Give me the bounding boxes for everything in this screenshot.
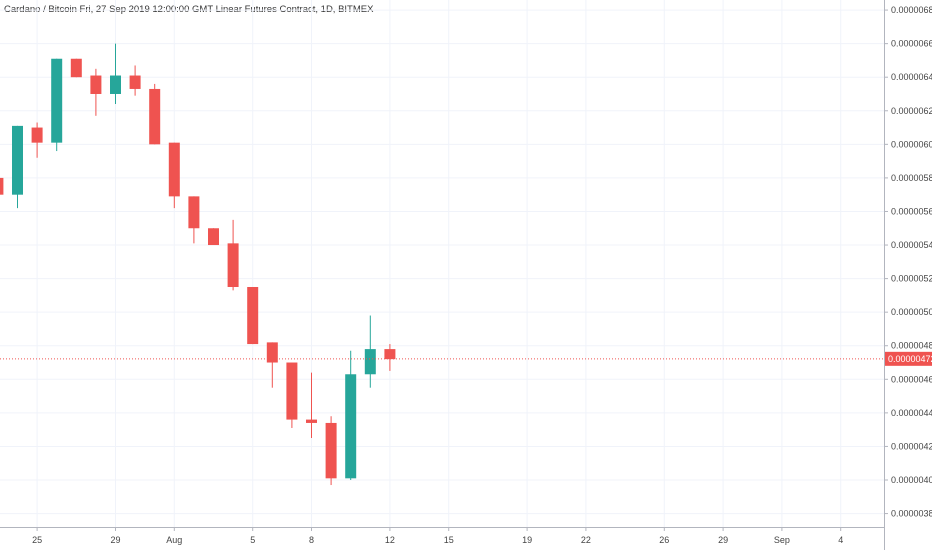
candle-body: [90, 75, 102, 94]
candle-body: [266, 342, 278, 363]
time-tick-label: 4: [838, 535, 843, 545]
candle-down[interactable]: [227, 219, 239, 291]
candle-body: [227, 243, 239, 287]
time-tick-label: 8: [309, 535, 314, 545]
candle-body: [247, 286, 259, 345]
time-tick-label: 26: [659, 535, 669, 545]
candle-body: [168, 142, 180, 197]
chart-header-title: Cardano / Bitcoin Fri, 27 Sep 2019 12:00…: [4, 4, 374, 15]
candle-down[interactable]: [325, 416, 337, 486]
time-tick-label: 12: [385, 535, 395, 545]
candle-body: [70, 58, 82, 78]
time-tick-label: 29: [718, 535, 728, 545]
time-tick-label: 29: [110, 535, 120, 545]
candle-down[interactable]: [70, 58, 82, 78]
candle-up[interactable]: [51, 58, 63, 152]
candle-down[interactable]: [90, 68, 102, 116]
candle-body: [129, 75, 141, 89]
candle-down[interactable]: [188, 196, 200, 244]
candle-down[interactable]: [208, 228, 219, 246]
candle-body: [325, 422, 337, 479]
candle-down[interactable]: [306, 372, 317, 439]
current-price-label: 0.00000472: [885, 351, 932, 366]
candle-down[interactable]: [0, 176, 4, 195]
time-tick-label: Sep: [774, 535, 790, 545]
time-tick-label: 25: [32, 535, 42, 545]
candle-body: [0, 177, 4, 195]
candle-body: [208, 228, 219, 246]
time-tick-label: 15: [444, 535, 454, 545]
time-tick-label: 19: [522, 535, 532, 545]
candle-body: [364, 349, 376, 375]
candle-down[interactable]: [31, 122, 43, 158]
candle-body: [188, 196, 200, 229]
time-tick-label: 22: [581, 535, 591, 545]
candle-down[interactable]: [266, 342, 278, 388]
time-tick-label: Aug: [166, 535, 182, 545]
candle-body: [12, 125, 23, 195]
candle-down[interactable]: [168, 142, 180, 209]
candle-up[interactable]: [364, 315, 376, 388]
time-tick-label: 5: [250, 535, 255, 545]
candle-down[interactable]: [149, 83, 161, 145]
candles-group[interactable]: [0, 43, 396, 486]
candle-down[interactable]: [247, 286, 259, 345]
current-price-label-bg: [885, 351, 932, 366]
time-axis[interactable]: 25 29 Aug 5 8 12 15 19 22 26 29 Sep 4: [0, 527, 884, 545]
candle-body: [110, 75, 121, 94]
candle-body: [345, 374, 357, 479]
candle-up[interactable]: [345, 350, 357, 481]
candle-body: [384, 349, 396, 360]
candle-body: [31, 127, 43, 143]
candle-body: [51, 58, 63, 143]
current-price-label-text: 0.00000472: [888, 354, 932, 364]
candle-body: [286, 362, 298, 420]
candle-body: [149, 88, 161, 145]
candle-up[interactable]: [12, 125, 23, 209]
candle-down[interactable]: [129, 65, 141, 96]
candle-down[interactable]: [384, 344, 396, 371]
candle-up[interactable]: [110, 43, 121, 105]
candle-down[interactable]: [286, 362, 298, 428]
candle-body: [306, 419, 317, 423]
